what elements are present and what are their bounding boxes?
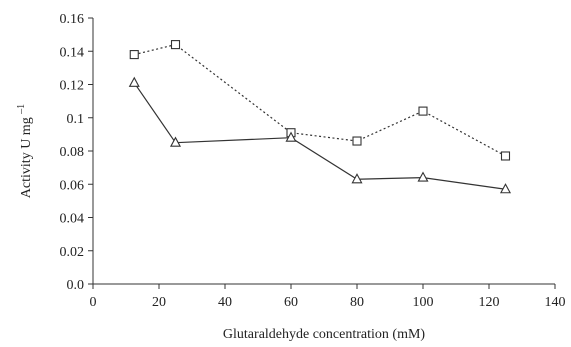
series-line (133, 82, 506, 190)
data-point-triangle (417, 171, 429, 182)
data-point-triangle (285, 131, 297, 142)
x-tick-label: 40 (218, 295, 232, 310)
y-tick-label: 0.0 (67, 278, 85, 293)
y-axis-title: Activity U mg –1 (16, 104, 34, 198)
data-point-square (352, 136, 362, 146)
x-tick-label: 20 (152, 295, 166, 310)
series-triangle (128, 76, 512, 194)
x-tick-label: 80 (350, 295, 364, 310)
y-tick-label: 0.04 (60, 212, 85, 227)
y-tick-label: 0.16 (60, 12, 85, 27)
y-tick-label: 0.14 (60, 45, 85, 60)
y-tick-label: 0.08 (60, 145, 85, 160)
x-tick-label: 120 (479, 295, 500, 310)
x-ticks: 0 20 40 60 80 100 120 140 (90, 284, 566, 310)
y-axis-title-main: Activity U mg (19, 117, 34, 198)
axes (92, 18, 555, 285)
series-layer (128, 40, 512, 194)
data-point-triangle (128, 76, 140, 87)
y-tick-label: 0.02 (60, 245, 85, 260)
y-ticks: 0.0 0.02 0.04 0.06 0.08 0.1 0.12 0.14 0.16 (60, 12, 93, 293)
data-point-square (418, 106, 428, 116)
series-line (134, 43, 506, 157)
y-tick-label: 0.06 (60, 178, 85, 193)
data-point-square (170, 40, 181, 50)
y-tick-label: 0.12 (60, 79, 85, 94)
x-tick-label: 60 (284, 295, 298, 310)
x-tick-label: 0 (90, 295, 97, 310)
data-point-square (500, 151, 511, 161)
x-tick-label: 100 (413, 295, 434, 310)
data-point-triangle (169, 136, 182, 147)
data-point-triangle (499, 183, 512, 194)
y-axis-title-superscript: –1 (16, 104, 27, 115)
x-tick-label: 140 (545, 295, 566, 310)
y-tick-label: 0.1 (67, 112, 85, 127)
data-point-square (129, 50, 139, 60)
x-axis-title: Glutaraldehyde concentration (mM) (223, 327, 425, 342)
data-point-triangle (351, 173, 363, 184)
